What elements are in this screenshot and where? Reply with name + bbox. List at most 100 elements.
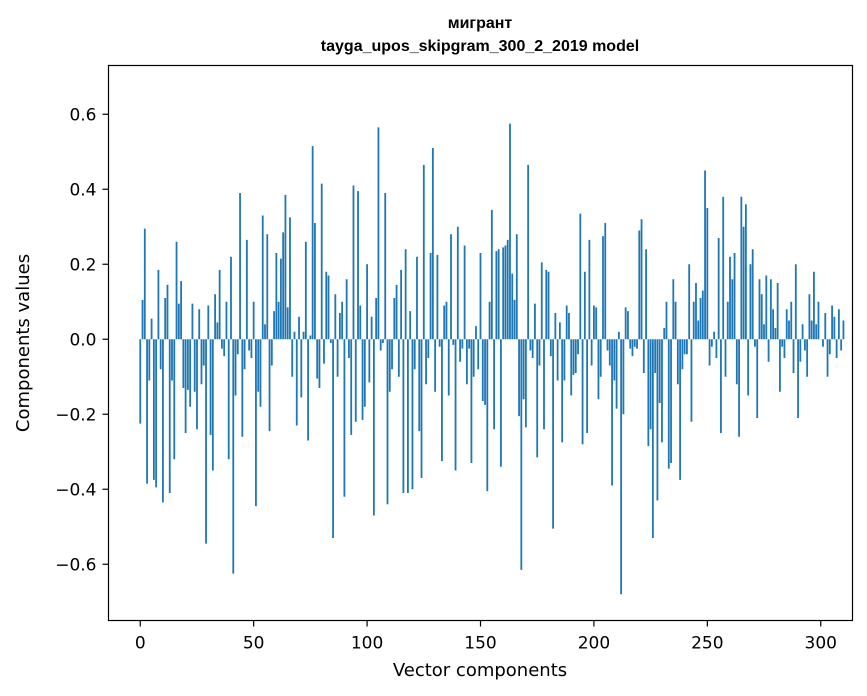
bar [477, 339, 480, 370]
bar [255, 339, 257, 507]
bar [304, 241, 307, 340]
bar [511, 273, 514, 340]
bar [536, 339, 539, 458]
bar [146, 339, 148, 484]
bar [629, 339, 632, 349]
bar [654, 339, 657, 373]
bar [620, 339, 623, 595]
bar [640, 219, 643, 340]
bar [402, 339, 405, 493]
bar [792, 339, 795, 373]
bar [186, 339, 189, 390]
bar [751, 249, 754, 340]
bar [665, 301, 668, 340]
bar [681, 339, 684, 370]
x-tick-label: 250 [691, 634, 723, 654]
bar [760, 294, 763, 340]
x-tick-label: 150 [464, 634, 496, 654]
bar [139, 339, 142, 424]
x-axis-label: Vector components [393, 660, 567, 681]
bar [382, 339, 384, 343]
bar [468, 339, 471, 349]
bar [352, 185, 355, 340]
bar [595, 307, 598, 340]
bar [418, 339, 421, 432]
bar [250, 339, 253, 358]
y-tick-label: −0.6 [55, 555, 96, 575]
bar [391, 339, 393, 370]
bar [495, 251, 498, 340]
bar [663, 328, 666, 340]
bar [534, 303, 536, 340]
bar [320, 183, 323, 340]
bar [676, 339, 679, 385]
bar [454, 339, 457, 471]
bar [445, 301, 448, 340]
bar [221, 339, 223, 349]
bar [797, 339, 799, 418]
bar [384, 193, 387, 340]
bar [574, 339, 577, 373]
bar [785, 309, 788, 340]
bar [779, 339, 781, 392]
bar [343, 339, 346, 497]
bar [368, 339, 371, 383]
bar [370, 316, 373, 340]
bar [164, 298, 167, 340]
bar [475, 326, 477, 340]
bar [583, 271, 586, 340]
bar [552, 339, 554, 529]
bar [490, 209, 493, 340]
bar [211, 339, 214, 471]
bar [350, 339, 353, 435]
bar [695, 283, 697, 340]
bar [513, 299, 516, 340]
bar [484, 339, 486, 405]
bar [828, 339, 831, 355]
bar [259, 339, 262, 407]
bar [831, 305, 833, 340]
bar [651, 339, 654, 538]
bar [781, 339, 784, 347]
bar [531, 339, 534, 358]
bar [325, 271, 328, 340]
bar [769, 279, 772, 340]
bar [230, 256, 232, 340]
bar [302, 331, 305, 340]
bar [456, 226, 459, 340]
bar [672, 279, 675, 340]
bar [318, 339, 321, 388]
bar [472, 339, 475, 377]
x-tick-label: 50 [243, 634, 265, 654]
bar [261, 215, 264, 340]
bar [515, 234, 518, 340]
bar [486, 339, 489, 492]
bar [617, 331, 620, 340]
bar [171, 339, 173, 381]
bar [218, 269, 221, 340]
bar [579, 213, 582, 340]
y-tick-label: −0.4 [55, 480, 96, 500]
chart-subtitle: tayga_upos_skipgram_300_2_2019 model [321, 38, 639, 55]
bar [561, 339, 564, 443]
bar [645, 249, 647, 340]
bar [824, 313, 827, 340]
bar [372, 339, 375, 516]
bar [427, 339, 430, 358]
bar [447, 339, 450, 396]
bar [581, 339, 584, 445]
bar [556, 339, 559, 381]
bar [733, 253, 736, 340]
bar [257, 339, 260, 392]
bar [207, 305, 210, 340]
bars-group [139, 123, 845, 595]
bar [763, 324, 765, 340]
bar [438, 339, 441, 347]
bar [497, 249, 500, 340]
bar [248, 339, 251, 351]
bar [522, 339, 525, 400]
bar [699, 298, 702, 340]
bar [216, 322, 219, 340]
bar [166, 284, 169, 340]
bar [613, 339, 616, 381]
